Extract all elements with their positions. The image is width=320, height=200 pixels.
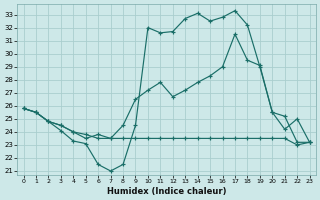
X-axis label: Humidex (Indice chaleur): Humidex (Indice chaleur)	[107, 187, 226, 196]
